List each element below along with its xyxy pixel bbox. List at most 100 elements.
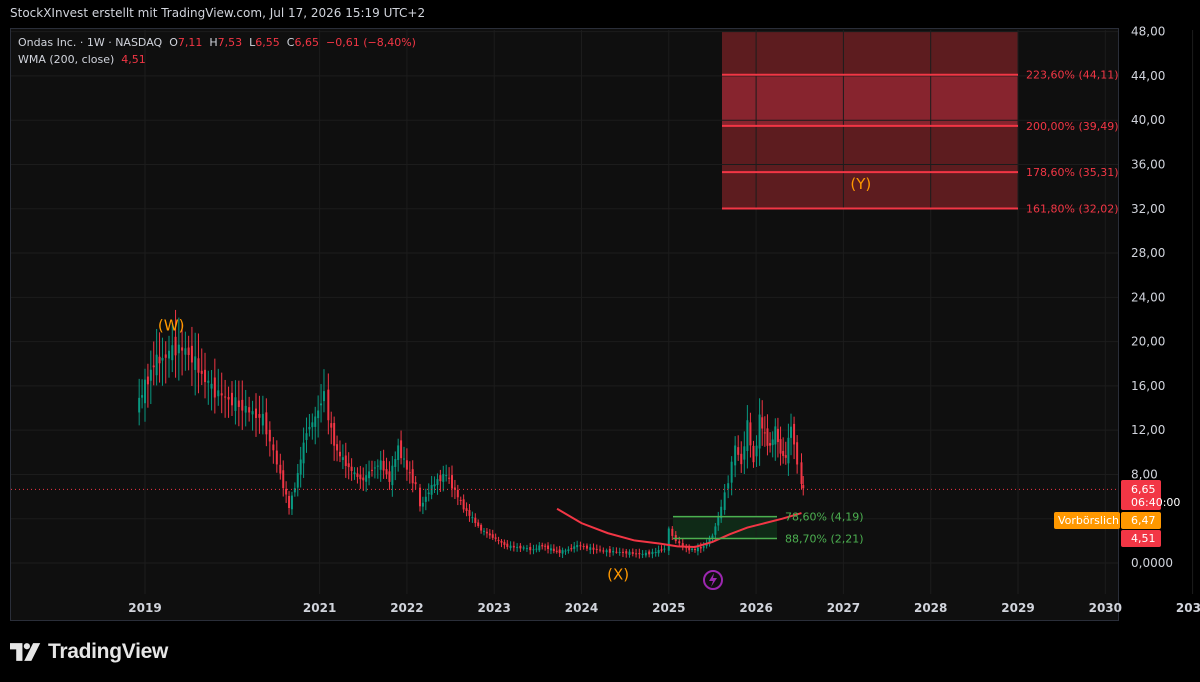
candle-body[interactable] (599, 549, 602, 551)
candle-body[interactable] (234, 397, 237, 411)
candle-body[interactable] (644, 552, 647, 556)
candle-body[interactable] (763, 432, 766, 434)
candle-body[interactable] (793, 423, 796, 445)
candle-body[interactable] (552, 548, 555, 552)
candle-body[interactable] (138, 397, 141, 413)
candle-body[interactable] (411, 469, 414, 484)
candle-body[interactable] (394, 459, 397, 467)
candle-body[interactable] (558, 549, 561, 553)
candle-body[interactable] (275, 450, 278, 465)
candle-body[interactable] (790, 426, 793, 438)
candle-body[interactable] (605, 550, 608, 553)
candle-body[interactable] (210, 383, 213, 389)
candle-body[interactable] (688, 546, 691, 551)
event-flash-icon[interactable] (703, 570, 723, 590)
candle-body[interactable] (723, 492, 726, 510)
candle-body[interactable] (220, 393, 223, 396)
candle-body[interactable] (161, 357, 164, 361)
candle-body[interactable] (589, 547, 592, 550)
candle-body[interactable] (796, 442, 799, 465)
candle-body[interactable] (570, 548, 573, 550)
candle-body[interactable] (391, 465, 394, 486)
candle-body[interactable] (708, 538, 711, 545)
candle-body[interactable] (631, 552, 634, 554)
candle-body[interactable] (149, 369, 152, 381)
candle-body[interactable] (227, 397, 230, 400)
candle-body[interactable] (592, 547, 595, 550)
candle-body[interactable] (451, 475, 454, 489)
candle-body[interactable] (261, 413, 264, 426)
candle-body[interactable] (776, 428, 779, 443)
candle-body[interactable] (509, 545, 512, 549)
candle-body[interactable] (144, 379, 146, 404)
candle-body[interactable] (671, 528, 674, 536)
candle-body[interactable] (254, 408, 257, 418)
candle-body[interactable] (621, 551, 624, 553)
candle-body[interactable] (285, 488, 288, 495)
candle-body[interactable] (681, 543, 684, 547)
candle-body[interactable] (746, 420, 749, 451)
candle-body[interactable] (207, 380, 210, 383)
candle-body[interactable] (555, 550, 558, 552)
candle-body[interactable] (204, 369, 207, 383)
candle-body[interactable] (448, 477, 451, 479)
candle-body[interactable] (618, 551, 621, 553)
candle-body[interactable] (382, 460, 385, 471)
candle-body[interactable] (519, 545, 522, 549)
candle-body[interactable] (305, 433, 308, 441)
candle-body[interactable] (549, 548, 552, 551)
candle-body[interactable] (462, 499, 465, 510)
candle-body[interactable] (693, 549, 696, 551)
candle-body[interactable] (296, 473, 299, 488)
candle-body[interactable] (582, 546, 585, 548)
candle-body[interactable] (311, 422, 314, 428)
candle-body[interactable] (405, 460, 408, 470)
candle-body[interactable] (200, 370, 203, 374)
candle-body[interactable] (769, 443, 772, 446)
candle-body[interactable] (529, 547, 532, 551)
candle-body[interactable] (595, 548, 598, 550)
candle-body[interactable] (194, 356, 197, 370)
candle-body[interactable] (711, 535, 714, 539)
candle-body[interactable] (737, 447, 740, 455)
candle-body[interactable] (561, 550, 564, 554)
candle-body[interactable] (368, 471, 371, 479)
candle-body[interactable] (224, 396, 227, 398)
candle-body[interactable] (436, 479, 439, 486)
candle-body[interactable] (379, 460, 382, 470)
candle-body[interactable] (402, 458, 405, 460)
candle-body[interactable] (171, 345, 174, 361)
candle-body[interactable] (187, 347, 190, 356)
candle-body[interactable] (241, 399, 244, 411)
candle-body[interactable] (459, 499, 462, 501)
candle-body[interactable] (456, 489, 459, 498)
candle-body[interactable] (638, 553, 641, 555)
candle-body[interactable] (174, 336, 177, 356)
legend-symbol[interactable]: Ondas Inc. · 1W · NASDAQ (18, 36, 163, 49)
candle-body[interactable] (743, 446, 746, 460)
candle-body[interactable] (320, 403, 323, 406)
candle-body[interactable] (424, 496, 427, 502)
candle-body[interactable] (146, 376, 149, 385)
candle-body[interactable] (615, 551, 618, 553)
candle-body[interactable] (699, 547, 702, 549)
candle-body[interactable] (408, 472, 411, 474)
candle-body[interactable] (350, 466, 353, 471)
candle-body[interactable] (237, 400, 240, 407)
candle-body[interactable] (468, 510, 471, 516)
candle-body[interactable] (774, 426, 777, 445)
candle-body[interactable] (439, 475, 442, 482)
candle-body[interactable] (248, 407, 251, 413)
candle-body[interactable] (213, 377, 216, 398)
candle-body[interactable] (727, 483, 730, 489)
candle-body[interactable] (648, 551, 651, 555)
candle-body[interactable] (362, 477, 365, 481)
candle-body[interactable] (190, 345, 193, 363)
candle-body[interactable] (541, 545, 544, 547)
candle-body[interactable] (608, 548, 611, 553)
candle-body[interactable] (641, 553, 644, 555)
candle-body[interactable] (217, 390, 220, 397)
candle-body[interactable] (714, 526, 717, 535)
candle-body[interactable] (365, 475, 368, 482)
candle-body[interactable] (330, 423, 333, 428)
